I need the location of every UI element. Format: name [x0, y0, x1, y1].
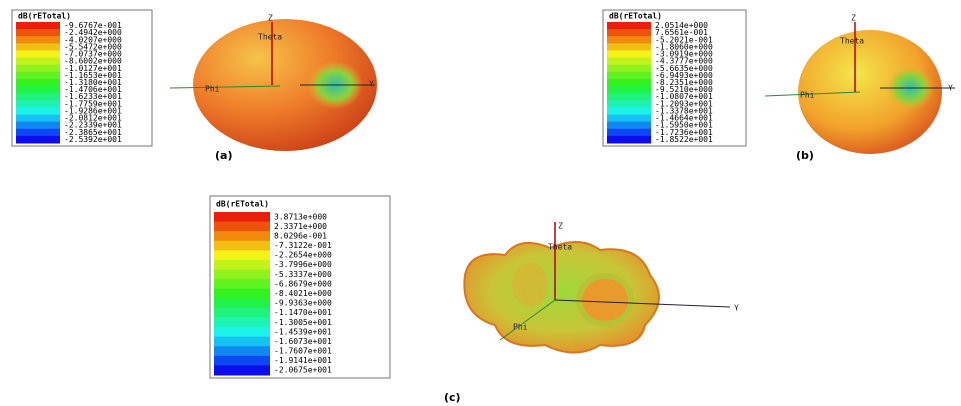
- legend-swatch: [214, 260, 270, 270]
- legend-title: dB(rETotal): [216, 200, 269, 209]
- axis-label: Phi: [205, 85, 220, 94]
- legend-swatch: [607, 65, 651, 73]
- legend-swatch: [214, 222, 270, 232]
- legend-swatch: [214, 298, 270, 308]
- legend-swatch: [214, 308, 270, 318]
- legend-swatch: [16, 29, 60, 37]
- legend-value: -8.4021e+000: [274, 289, 332, 298]
- axis-label: Phi: [800, 91, 815, 100]
- legend-swatch: [607, 129, 651, 137]
- legend-swatch: [16, 86, 60, 94]
- legend-swatch: [214, 337, 270, 347]
- legend-swatch: [607, 29, 651, 37]
- legend-swatch: [214, 356, 270, 366]
- axis-label: Z: [558, 222, 563, 231]
- legend-swatch: [16, 122, 60, 130]
- caption: (b): [796, 149, 814, 162]
- legend-swatch: [214, 250, 270, 260]
- legend-swatch: [16, 115, 60, 123]
- axis-label: Y: [734, 304, 739, 313]
- legend-swatch: [607, 50, 651, 58]
- axis-label: Theta: [840, 37, 864, 46]
- pattern-b: Z Theta Phi Y: [765, 14, 955, 155]
- axis-label: Phi: [513, 323, 528, 332]
- legend-value: -1.9141e+001: [274, 356, 332, 365]
- legend-swatch: [214, 270, 270, 280]
- axis-label: Theta: [258, 33, 282, 42]
- caption: (c): [444, 391, 461, 404]
- legend-swatch: [16, 79, 60, 87]
- legend-swatch: [607, 36, 651, 44]
- legend-value: -7.3122e-001: [274, 241, 332, 250]
- legend-swatch: [214, 346, 270, 356]
- legend-value: -1.7607e+001: [274, 347, 332, 356]
- legend-swatch: [16, 100, 60, 108]
- axis-label: Y: [948, 84, 953, 93]
- legend-swatch: [607, 115, 651, 123]
- legend-swatch: [607, 43, 651, 51]
- legend-swatch: [16, 72, 60, 80]
- legend-swatch: [16, 43, 60, 51]
- axis-label: Z: [851, 14, 856, 23]
- legend-swatch: [607, 122, 651, 130]
- legend-swatch: [607, 136, 651, 144]
- legend-value: 2.3371e+000: [274, 222, 327, 231]
- pattern-c: Z Theta Phi Y: [464, 222, 739, 353]
- legend-title: dB(rETotal): [609, 12, 662, 21]
- legend-value: -3.7996e+000: [274, 260, 332, 269]
- axis-label: Theta: [548, 243, 572, 252]
- pattern-a: Z Theta Phi Y: [170, 14, 377, 152]
- legend-swatch: [214, 317, 270, 327]
- legend-swatch: [607, 79, 651, 87]
- legend-value: -6.8679e+000: [274, 279, 332, 288]
- legend-swatch: [16, 65, 60, 73]
- legend-value: -1.1470e+001: [274, 308, 332, 317]
- legend-swatch: [607, 86, 651, 94]
- figure: Z Theta Phi Y Z Theta Phi Y Z Theta Phi …: [0, 0, 961, 406]
- axis-label: Z: [268, 14, 273, 23]
- legend-swatch: [16, 58, 60, 66]
- legend-value: -1.6073e+001: [274, 337, 332, 346]
- legend-swatch: [214, 279, 270, 289]
- legend-swatch: [16, 36, 60, 44]
- legend-swatch: [607, 22, 651, 30]
- legend-swatch: [16, 107, 60, 115]
- axis-label: Y: [369, 80, 374, 89]
- legend-swatch: [16, 22, 60, 30]
- legend-swatch: [607, 93, 651, 101]
- caption: (a): [215, 149, 232, 162]
- legend-swatch: [16, 93, 60, 101]
- legend-swatch: [214, 231, 270, 241]
- legend-swatch: [214, 289, 270, 299]
- legend-value: -5.3337e+000: [274, 270, 332, 279]
- legend-swatch: [607, 100, 651, 108]
- legend-value: 8.0296e-001: [274, 231, 327, 240]
- legend-swatch: [16, 136, 60, 144]
- legend-swatch: [607, 107, 651, 115]
- legend-value: -1.8522e+001: [655, 135, 713, 144]
- legend-swatch: [214, 327, 270, 337]
- legend-value: 3.8713e+000: [274, 212, 327, 221]
- legend-value: -1.3005e+001: [274, 318, 332, 327]
- legend-value: -9.9363e+000: [274, 299, 332, 308]
- legend-swatch: [607, 58, 651, 66]
- legend-value: -1.4539e+001: [274, 327, 332, 336]
- legend-swatch: [16, 129, 60, 137]
- legend-swatch: [214, 241, 270, 251]
- legend-value: -2.0675e+001: [274, 366, 332, 375]
- legend-value: -2.5392e+001: [64, 135, 122, 144]
- legend-swatch: [16, 50, 60, 58]
- legend-title: dB(rETotal): [18, 12, 71, 21]
- legend-value: -2.2654e+000: [274, 251, 332, 260]
- legend-swatch: [214, 365, 270, 375]
- legend-swatch: [607, 72, 651, 80]
- legend-swatch: [214, 212, 270, 222]
